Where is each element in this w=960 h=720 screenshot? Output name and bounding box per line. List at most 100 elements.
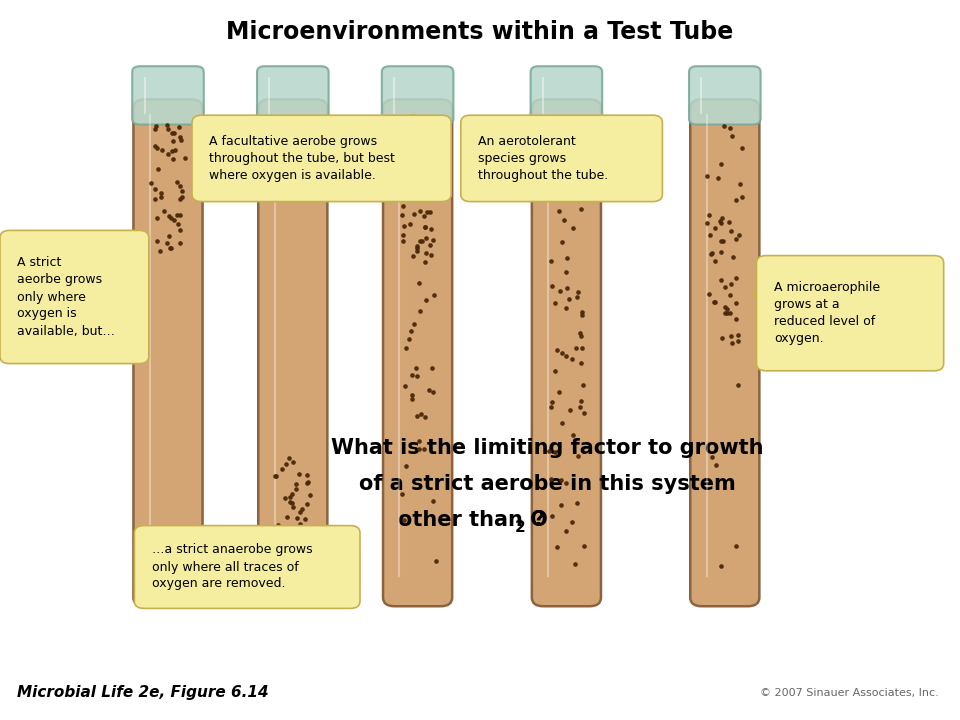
Point [173, 135, 188, 146]
Point [554, 499, 569, 510]
Point [559, 302, 574, 314]
Point [150, 163, 165, 175]
Point [550, 149, 565, 161]
Point [173, 180, 188, 192]
Point [396, 514, 412, 526]
Point [717, 282, 732, 293]
FancyBboxPatch shape [0, 230, 149, 364]
Point [713, 274, 729, 286]
Point [416, 127, 431, 138]
Point [715, 235, 731, 246]
FancyBboxPatch shape [192, 115, 451, 202]
Point [559, 136, 574, 148]
Point [544, 280, 560, 292]
Point [300, 476, 316, 487]
Point [294, 503, 309, 515]
Point [404, 389, 420, 400]
Point [721, 217, 736, 228]
Point [409, 410, 424, 422]
Point [161, 230, 177, 242]
Point [732, 179, 748, 190]
Point [149, 142, 164, 153]
Point [703, 248, 718, 260]
Point [300, 477, 315, 489]
Point [559, 137, 574, 148]
Point [558, 526, 573, 537]
Point [422, 206, 438, 217]
Point [565, 222, 581, 234]
Point [576, 149, 591, 161]
Point [544, 510, 560, 521]
Point [708, 255, 723, 266]
Point [282, 491, 298, 503]
Point [411, 444, 426, 455]
Point [392, 120, 407, 132]
Point [419, 181, 434, 192]
Point [707, 296, 722, 307]
Point [165, 153, 180, 164]
Point [292, 506, 307, 518]
Point [713, 560, 729, 572]
Point [731, 330, 746, 341]
FancyBboxPatch shape [257, 66, 328, 125]
Point [162, 242, 178, 253]
Point [163, 212, 179, 224]
Point [412, 205, 427, 217]
Point [160, 123, 176, 135]
Point [732, 229, 747, 240]
Point [549, 541, 564, 553]
Point [416, 443, 431, 454]
Point [574, 306, 589, 318]
Point [404, 394, 420, 405]
Text: Microenvironments within a Test Tube: Microenvironments within a Test Tube [227, 20, 733, 45]
FancyBboxPatch shape [133, 99, 203, 606]
Point [710, 172, 726, 184]
Point [393, 160, 408, 171]
Point [406, 188, 421, 199]
Point [724, 330, 739, 341]
Point [399, 184, 415, 195]
Point [549, 344, 564, 356]
Point [164, 127, 180, 139]
Point [562, 293, 577, 305]
Point [286, 501, 301, 513]
Point [147, 194, 162, 205]
Point [572, 155, 588, 166]
Point [423, 223, 439, 235]
Point [398, 154, 414, 166]
Point [153, 245, 168, 256]
Point [155, 144, 170, 156]
Point [723, 307, 738, 319]
Point [268, 470, 283, 482]
Point [564, 353, 580, 364]
Point [569, 497, 585, 508]
Point [278, 458, 294, 469]
Point [166, 214, 181, 225]
Point [290, 525, 305, 536]
Point [420, 148, 436, 159]
Point [302, 490, 318, 501]
Point [154, 191, 169, 202]
Point [572, 327, 588, 338]
Point [725, 131, 740, 143]
Point [560, 282, 575, 294]
Point [705, 451, 720, 463]
Point [426, 172, 442, 184]
Point [543, 401, 559, 413]
Point [402, 155, 418, 166]
Point [417, 210, 432, 221]
Point [403, 325, 419, 337]
Point [399, 171, 415, 183]
Point [413, 408, 428, 420]
Point [543, 474, 559, 485]
Point [414, 235, 429, 247]
Point [574, 310, 589, 321]
Point [289, 563, 304, 575]
Point [398, 461, 414, 472]
Point [553, 474, 568, 486]
Point [148, 184, 163, 195]
Point [701, 209, 716, 220]
Point [734, 192, 750, 203]
FancyBboxPatch shape [134, 526, 360, 608]
Point [299, 521, 314, 532]
